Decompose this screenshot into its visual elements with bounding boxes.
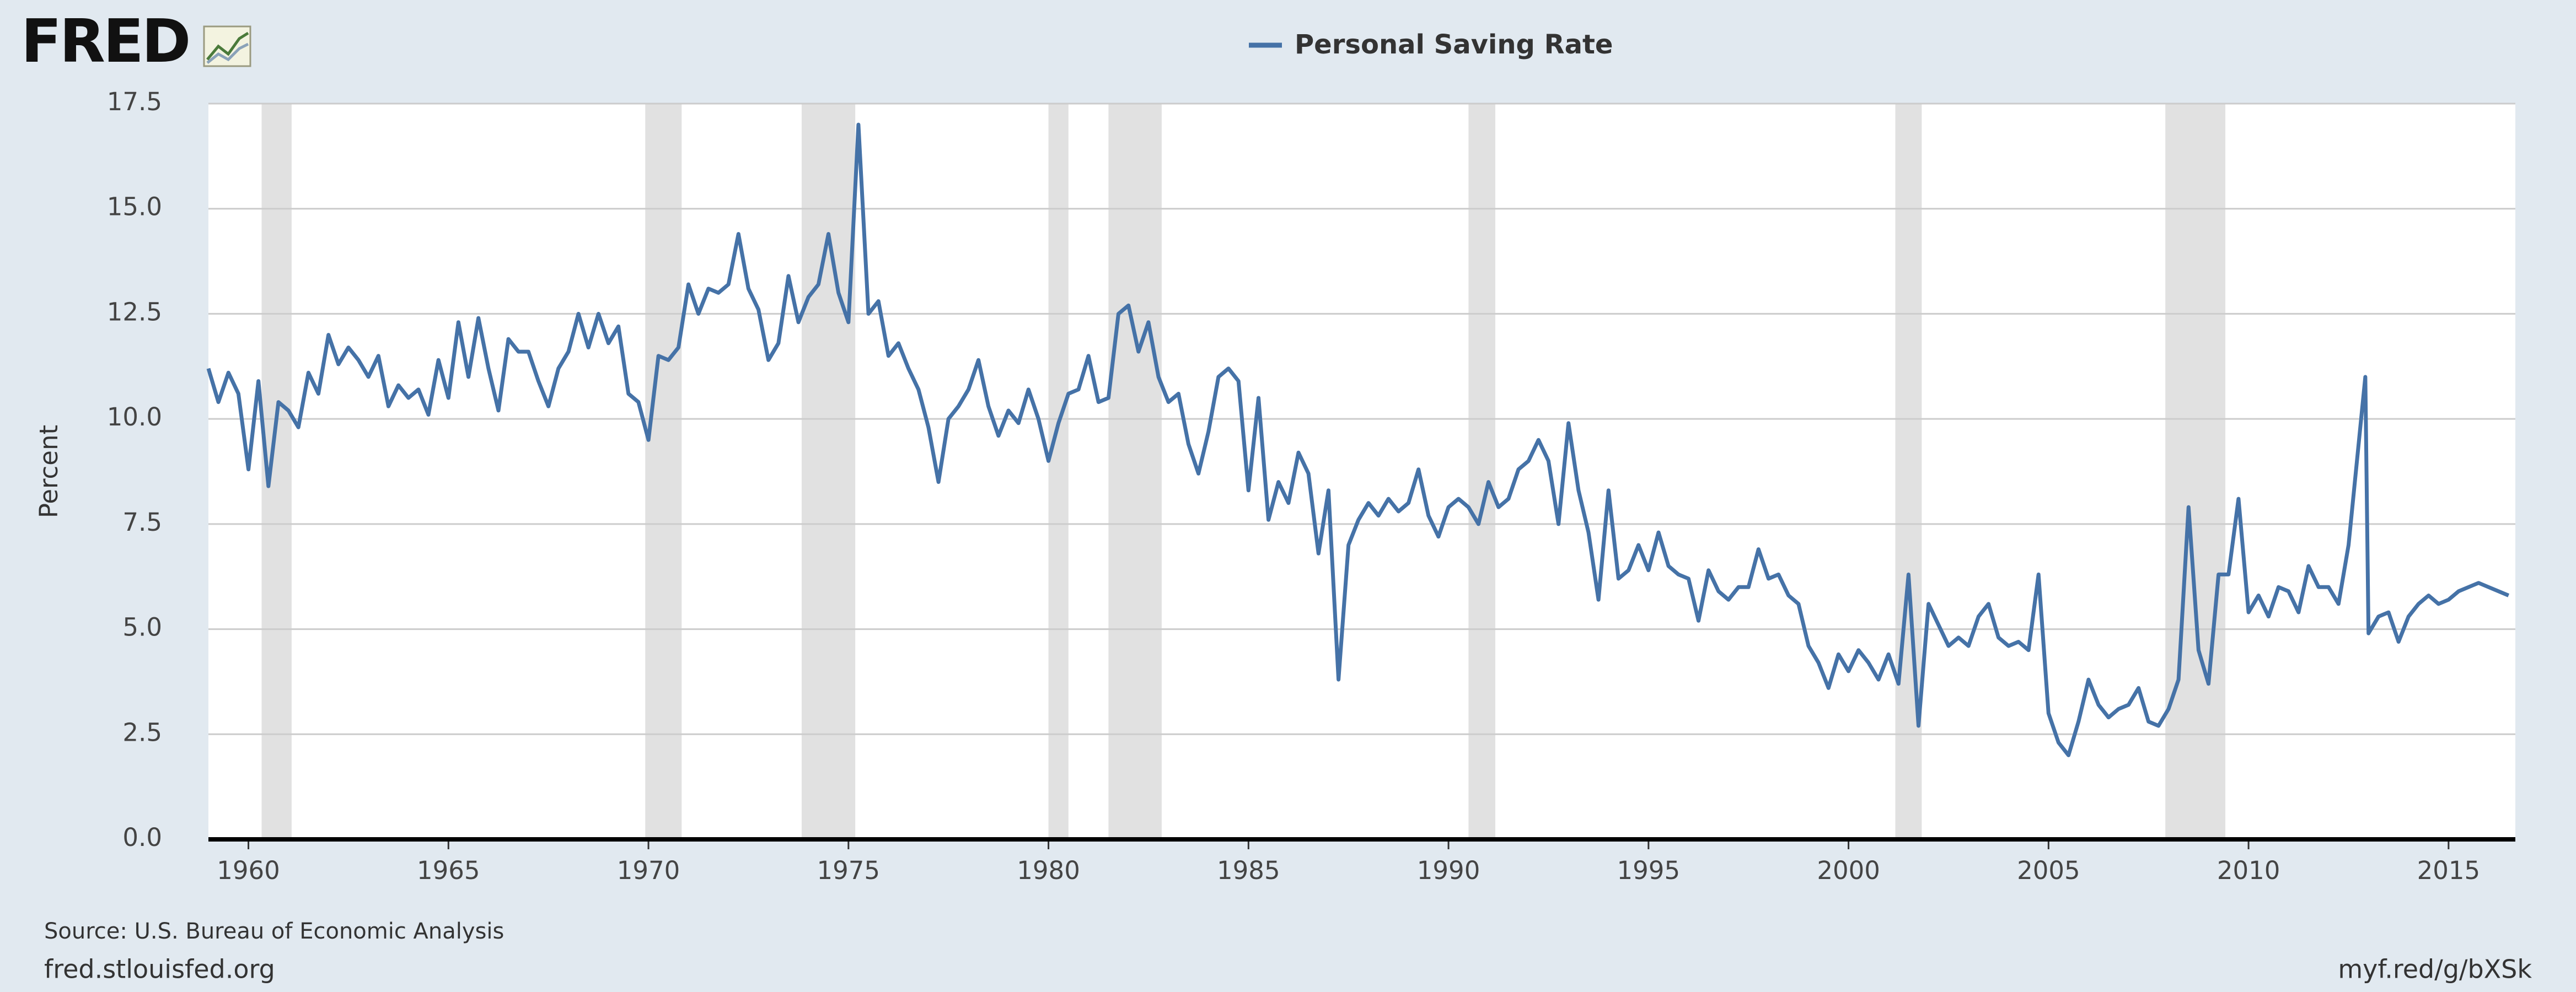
y-tick-label: 12.5 bbox=[107, 297, 162, 326]
recession-band bbox=[1108, 104, 1162, 839]
site-link: fred.stlouisfed.org bbox=[44, 955, 275, 984]
x-tick-label: 2005 bbox=[2017, 856, 2080, 885]
x-tick-label: 2010 bbox=[2217, 856, 2280, 885]
x-tick-label: 1995 bbox=[1617, 856, 1681, 885]
recession-band bbox=[1468, 104, 1495, 839]
y-tick-label: 7.5 bbox=[122, 508, 162, 537]
logo: FRED bbox=[21, 7, 189, 76]
short-url: myf.red/g/bXSk bbox=[2338, 955, 2532, 984]
recession-band bbox=[1048, 104, 1069, 839]
x-tick-label: 2015 bbox=[2417, 856, 2481, 885]
recession-band bbox=[1895, 104, 1922, 839]
recession-band bbox=[801, 104, 856, 839]
y-tick-label: 5.0 bbox=[122, 613, 162, 642]
legend: Personal Saving Rate bbox=[1249, 29, 1613, 60]
y-tick-label: 17.5 bbox=[107, 87, 162, 116]
y-tick-label: 15.0 bbox=[107, 192, 162, 222]
x-tick-label: 1970 bbox=[617, 856, 680, 885]
x-tick-label: 2000 bbox=[1817, 856, 1880, 885]
source-note: Source: U.S. Bureau of Economic Analysis bbox=[44, 919, 504, 944]
x-tick-label: 1960 bbox=[217, 856, 280, 885]
x-tick-label: 1975 bbox=[817, 856, 881, 885]
recession-band bbox=[2165, 104, 2226, 839]
y-tick-label: 2.5 bbox=[122, 718, 162, 747]
x-tick-label: 1990 bbox=[1417, 856, 1480, 885]
series-line bbox=[206, 122, 2510, 757]
x-tick-label: 1965 bbox=[417, 856, 480, 885]
y-tick-label: 0.0 bbox=[122, 823, 162, 852]
x-tick-label: 1980 bbox=[1017, 856, 1080, 885]
y-axis-label: Percent bbox=[34, 425, 63, 518]
y-tick-label: 10.0 bbox=[107, 402, 162, 432]
x-tick-label: 1985 bbox=[1217, 856, 1280, 885]
plot-area bbox=[208, 104, 2515, 839]
legend-label: Personal Saving Rate bbox=[1295, 29, 1613, 60]
logo-icon bbox=[203, 25, 251, 67]
recession-band bbox=[645, 104, 682, 839]
